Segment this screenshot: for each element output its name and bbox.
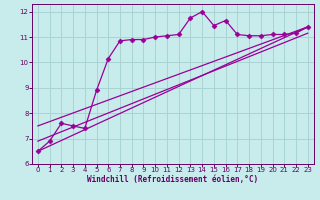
X-axis label: Windchill (Refroidissement éolien,°C): Windchill (Refroidissement éolien,°C): [87, 175, 258, 184]
